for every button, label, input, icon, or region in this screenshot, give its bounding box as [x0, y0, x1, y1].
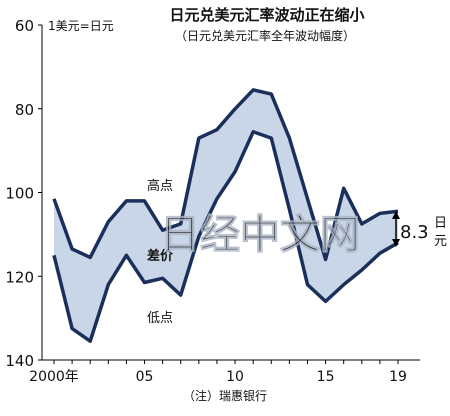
watermark: 日经中文网: [160, 212, 360, 258]
y-tick-label: 60: [15, 17, 34, 35]
spread-unit: 日 元: [434, 216, 450, 249]
chart-subtitle: （日元兑美元汇率全年波动幅度）: [175, 28, 355, 43]
series-label-high: 高点: [147, 178, 173, 194]
range-band: [54, 89, 398, 342]
y-tick-label: 100: [5, 185, 34, 203]
y-tick-label: 120: [5, 268, 34, 286]
x-tick-label: 15: [317, 369, 335, 385]
spread-value: 8.3: [400, 222, 429, 243]
series-label-spread: 差价: [147, 248, 174, 264]
x-tick-label: 10: [226, 369, 244, 385]
x-tick-label: 2000年: [29, 369, 79, 385]
source-note: （注）瑞惠银行: [183, 388, 267, 403]
chart-title: 日元兑美元汇率波动正在缩小: [169, 6, 364, 24]
y-axis-label: 1美元=日元: [48, 19, 114, 33]
series-label-low: 低点: [147, 311, 173, 326]
series-line-high: [52, 88, 399, 262]
series-line-low: [52, 130, 399, 343]
x-tick-label: 19: [389, 369, 407, 385]
spread-bracket: [392, 211, 400, 247]
x-axis: 2000年 05 10 15 19: [29, 360, 407, 385]
x-tick-label: 05: [136, 369, 154, 385]
y-tick-label: 140: [5, 352, 34, 370]
y-tick-label: 80: [15, 101, 34, 119]
y-axis: 60 80 100 120 140: [5, 17, 42, 370]
